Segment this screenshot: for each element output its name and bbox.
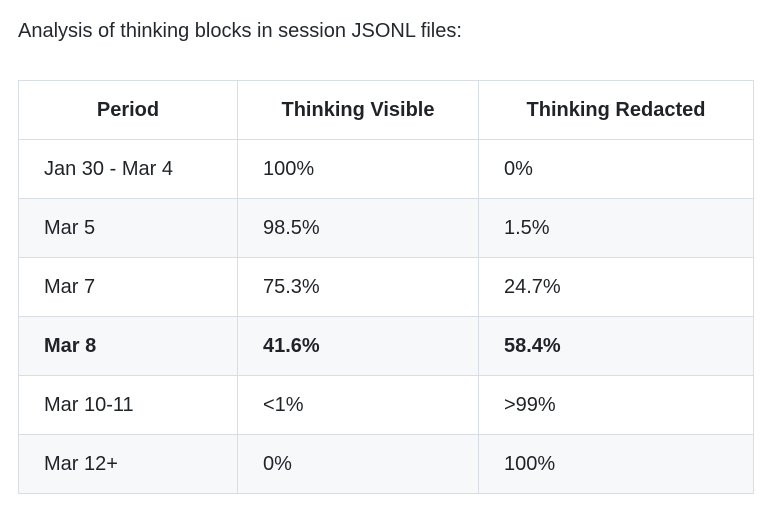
table-row: Jan 30 - Mar 4 100% 0% [18,139,754,199]
period-cell: Mar 8 [18,316,238,376]
table-header-row: Period Thinking Visible Thinking Redacte… [18,80,754,140]
visible-cell: <1% [237,375,479,435]
visible-cell: 0% [237,434,479,494]
table-body: Jan 30 - Mar 4 100% 0% Mar 5 98.5% 1.5% … [18,139,754,494]
table-row: Mar 10-11 <1% >99% [18,375,754,435]
redacted-cell: 100% [478,434,754,494]
column-header-thinking-redacted: Thinking Redacted [478,80,754,140]
column-header-thinking-visible: Thinking Visible [237,80,479,140]
period-cell: Mar 5 [18,198,238,258]
period-cell: Mar 10-11 [18,375,238,435]
visible-cell: 75.3% [237,257,479,317]
table-header: Period Thinking Visible Thinking Redacte… [18,80,754,140]
redacted-cell: 58.4% [478,316,754,376]
thinking-blocks-table: Period Thinking Visible Thinking Redacte… [18,80,754,494]
redacted-cell: 1.5% [478,198,754,258]
column-header-period: Period [18,80,238,140]
table-row: Mar 5 98.5% 1.5% [18,198,754,258]
redacted-cell: 24.7% [478,257,754,317]
period-cell: Mar 7 [18,257,238,317]
table-row: Mar 12+ 0% 100% [18,434,754,494]
page-title: Analysis of thinking blocks in session J… [18,20,462,42]
visible-cell: 98.5% [237,198,479,258]
visible-cell: 41.6% [237,316,479,376]
period-cell: Mar 12+ [18,434,238,494]
table-row: Mar 8 41.6% 58.4% [18,316,754,376]
period-cell: Jan 30 - Mar 4 [18,139,238,199]
redacted-cell: >99% [478,375,754,435]
redacted-cell: 0% [478,139,754,199]
visible-cell: 100% [237,139,479,199]
table-row: Mar 7 75.3% 24.7% [18,257,754,317]
